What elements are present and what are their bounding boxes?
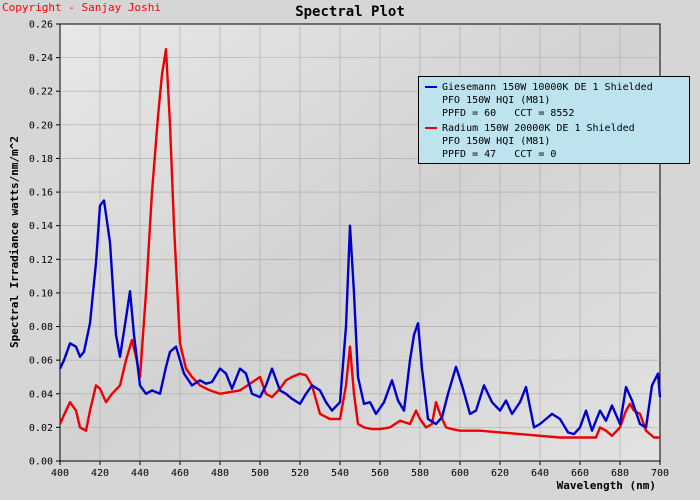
x-axis-label: Wavelength (nm) <box>557 479 656 492</box>
x-tick-label: 540 <box>331 468 349 479</box>
y-tick-label: 0.24 <box>29 53 53 64</box>
x-tick-label: 420 <box>91 468 109 479</box>
legend-series-name: Giesemann 150W 10000K DE 1 Shielded <box>442 82 653 93</box>
x-tick-label: 440 <box>131 468 149 479</box>
y-tick-label: 0.20 <box>29 120 53 131</box>
legend-ppfd: PPFD = 47 CCT = 0 <box>442 149 557 160</box>
legend-ppfd: PPFD = 60 CCT = 8552 <box>442 108 575 119</box>
y-tick-label: 0.06 <box>29 356 53 367</box>
y-tick-labels: 0.00 0.02 0.04 0.06 0.08 0.10 0.12 0.14 0.16 0.18… <box>29 20 60 468</box>
legend-series-name: Radium 150W 20000K DE 1 Shielded <box>442 123 635 134</box>
legend: Giesemann 150W 10000K DE 1 Shielded PFO … <box>418 76 690 164</box>
y-tick-label: 0.26 <box>29 20 53 31</box>
x-tick-labels: 400 420 440 460 480 500 520 540 560 580 600 620 640 6… <box>51 461 669 479</box>
y-tick-label: 0.12 <box>29 255 53 266</box>
copyright-notice: Copyright - Sanjay Joshi <box>2 1 161 14</box>
y-tick-label: 0.02 <box>29 423 53 434</box>
y-axis-label: Spectral Irradiance watts/nm/m^2 <box>8 136 21 348</box>
series-line-radium <box>58 48 660 439</box>
y-tick-label: 0.16 <box>29 188 53 199</box>
y-tick-label: 0.10 <box>29 288 53 299</box>
x-tick-label: 600 <box>451 468 469 479</box>
x-tick-label: 500 <box>251 468 269 479</box>
y-tick-label: 0.22 <box>29 87 53 98</box>
legend-swatch-red <box>425 127 437 129</box>
y-tick-label: 0.18 <box>29 154 53 165</box>
legend-swatch-blue <box>425 86 437 88</box>
x-tick-label: 520 <box>291 468 309 479</box>
legend-ballast: PFO 150W HQI (M81) <box>442 95 551 106</box>
y-tick-label: 0.08 <box>29 322 53 333</box>
grid-lines <box>60 24 660 461</box>
x-tick-label: 480 <box>211 468 229 479</box>
x-tick-label: 680 <box>611 468 629 479</box>
series-lines <box>58 48 662 439</box>
x-tick-label: 660 <box>571 468 589 479</box>
legend-entry-giesemann: Giesemann 150W 10000K DE 1 Shielded PFO … <box>425 81 689 120</box>
x-tick-label: 620 <box>491 468 509 479</box>
x-tick-label: 700 <box>651 468 669 479</box>
series-line-giesemann <box>58 199 662 436</box>
x-tick-label: 580 <box>411 468 429 479</box>
chart-title: Spectral Plot <box>295 4 405 20</box>
y-tick-label: 0.14 <box>29 221 53 232</box>
y-tick-label: 0.04 <box>29 389 53 400</box>
x-tick-label: 640 <box>531 468 549 479</box>
x-tick-label: 460 <box>171 468 189 479</box>
legend-ballast: PFO 150W HQI (M81) <box>442 136 551 147</box>
legend-entry-radium: Radium 150W 20000K DE 1 Shielded PFO 150… <box>425 122 689 161</box>
x-tick-label: 400 <box>51 468 69 479</box>
y-tick-label: 0.00 <box>29 457 53 468</box>
x-tick-label: 560 <box>371 468 389 479</box>
